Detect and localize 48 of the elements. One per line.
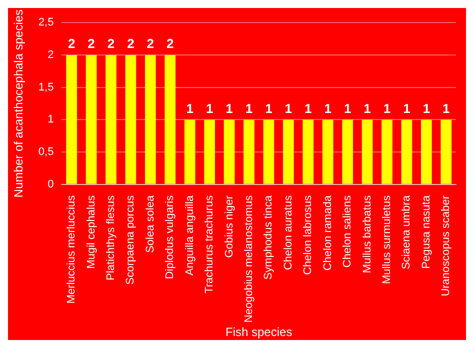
x-tick-label: Anguilla anguilla xyxy=(184,194,196,276)
data-label: 1 xyxy=(324,100,332,116)
y-tick-label: 1 xyxy=(48,114,54,126)
x-tick-label: Sciaena umbra xyxy=(400,194,413,270)
x-tick-label: Chelon auratus xyxy=(282,194,294,270)
data-label: 1 xyxy=(226,100,233,116)
data-label: 2 xyxy=(107,36,115,52)
x-tick-label: Mugil cephalus xyxy=(85,194,98,269)
x-axis-title: Fish species xyxy=(225,325,292,340)
data-label: 1 xyxy=(364,100,371,116)
x-tick-label: Mullus surmuletus xyxy=(381,194,394,284)
x-tick-label: Symphodus tinca xyxy=(262,194,275,280)
data-label: 1 xyxy=(442,100,450,116)
data-label: 1 xyxy=(186,100,194,116)
data-label: 2 xyxy=(68,36,76,52)
x-tick-label: Gobius niger xyxy=(223,195,236,258)
x-tick-label: Platichthys flesus xyxy=(105,194,118,280)
y-tick-label: 1,5 xyxy=(38,81,54,94)
data-label: 2 xyxy=(88,36,95,52)
x-tick-label: Chelon labrosus xyxy=(302,194,314,275)
data-label: 1 xyxy=(304,100,312,116)
x-tick-label: Scorpaena porcus xyxy=(124,194,137,285)
x-tick-label: Trachurus trachurus xyxy=(204,194,216,294)
data-label: 2 xyxy=(127,36,134,52)
y-tick-label: 2,5 xyxy=(38,16,54,29)
data-label: 1 xyxy=(245,100,253,116)
x-tick-label: Chelon ramada xyxy=(322,194,334,271)
x-tick-label: Solea solea xyxy=(144,194,156,253)
x-tick-label: Uranoscopus scaber xyxy=(440,195,452,296)
data-label: 1 xyxy=(206,100,214,116)
data-label: 1 xyxy=(383,100,391,116)
x-tick-label: Merluccius merluccius xyxy=(66,194,78,304)
data-label: 2 xyxy=(146,36,154,52)
x-tick-label: Pegusa nasuta xyxy=(420,194,432,269)
x-tick-label: Diplodus vulgaris xyxy=(164,194,176,280)
data-label: 2 xyxy=(166,36,174,52)
data-label: 1 xyxy=(422,100,430,116)
x-tick-label: Neogobius melanostomus xyxy=(243,194,256,323)
y-tick-label: 0 xyxy=(48,178,54,190)
x-tick-label: Chelon saliens xyxy=(342,194,354,268)
x-tick-label: Mullus barbatus xyxy=(361,194,374,274)
data-label: 1 xyxy=(284,100,292,116)
y-tick-label: 2 xyxy=(48,48,54,61)
data-label: 1 xyxy=(265,100,272,116)
data-label: 1 xyxy=(344,100,352,116)
y-axis-title: Number of acanthocephala species xyxy=(12,9,26,198)
y-tick-label: 0,5 xyxy=(38,146,54,158)
data-label: 1 xyxy=(403,100,410,116)
